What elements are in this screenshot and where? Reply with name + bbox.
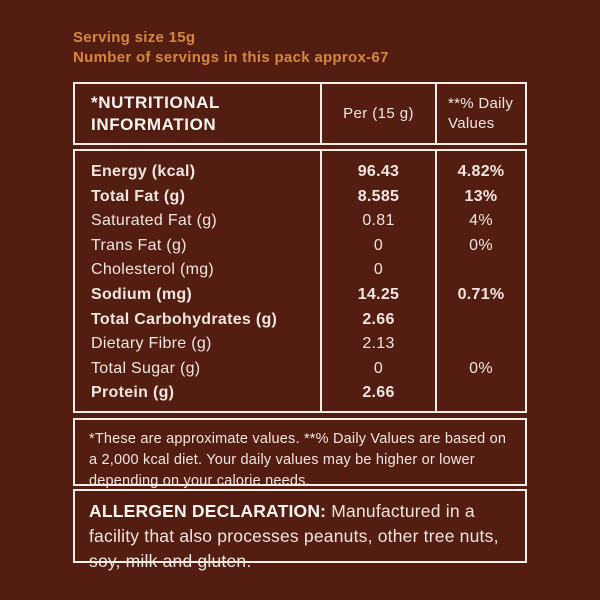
- column-header-daily-values: **% Daily Values: [435, 84, 525, 143]
- footnote-box: *These are approximate values. **% Daily…: [73, 418, 527, 489]
- nutrient-label: Energy (kcal): [91, 163, 196, 180]
- table-header-row: *NUTRITIONAL INFORMATION Per (15 g) **% …: [73, 82, 527, 145]
- nutrient-labels-column: Energy (kcal) Total Fat (g) Saturated Fa…: [75, 151, 320, 411]
- per-serving-value: 2.66: [362, 384, 395, 402]
- per-serving-value: 0.81: [362, 212, 395, 230]
- nutrient-label: Sodium (mg): [91, 285, 193, 303]
- nutrient-label: Cholesterol (mg): [91, 261, 215, 279]
- per-serving-value: 2.13: [362, 335, 395, 353]
- daily-value: 0.71%: [457, 285, 505, 303]
- allergen-title: ALLERGEN DECLARATION:: [89, 501, 327, 521]
- nutrient-label: Saturated Fat (g): [91, 212, 218, 230]
- serving-info: Serving size 15g Number of servings in t…: [73, 28, 389, 68]
- daily-value: [437, 332, 525, 357]
- per-serving-value: 0: [373, 359, 384, 377]
- servings-count-text: Number of servings in this pack approx-6…: [73, 49, 389, 66]
- daily-value: 13%: [464, 187, 498, 205]
- per-serving-value: 8.585: [357, 187, 400, 205]
- per-serving-value: 0: [373, 236, 384, 254]
- daily-value: 0%: [469, 359, 493, 377]
- footnote-text: *These are approximate values. **% Daily…: [89, 431, 507, 489]
- per-serving-value: 14.25: [357, 285, 400, 303]
- daily-value: 4%: [469, 212, 493, 230]
- allergen-text: Manufactured in a facility that also pro…: [89, 501, 499, 571]
- nutrient-label: Trans Fat (g): [91, 236, 187, 254]
- daily-value: 4.82%: [457, 163, 505, 180]
- nutrient-label: Total Carbohydrates (g): [91, 310, 278, 328]
- nutrient-label: Total Sugar (g): [91, 359, 201, 377]
- column-header-nutritional-information: *NUTRITIONAL INFORMATION: [91, 92, 220, 134]
- daily-value: 0%: [469, 236, 493, 254]
- per-serving-values-column: 96.43 8.585 0.81 0 0 14.25 2.66 2.13 0 2…: [320, 151, 435, 411]
- daily-value: [437, 381, 525, 406]
- allergen-declaration-box: ALLERGEN DECLARATION: Manufactured in a …: [73, 489, 527, 571]
- column-header-per-serving: Per (15 g): [320, 84, 435, 143]
- daily-value: [437, 258, 525, 283]
- daily-value: [437, 308, 525, 333]
- table-body: Energy (kcal) Total Fat (g) Saturated Fa…: [73, 149, 527, 413]
- per-serving-value: 0: [373, 261, 384, 279]
- nutrient-label: Total Fat (g): [91, 187, 186, 205]
- nutrient-label: Dietary Fibre (g): [91, 335, 212, 353]
- daily-values-column: 4.82% 13% 4% 0% 0.71% 0%: [435, 151, 525, 411]
- per-serving-value: 96.43: [357, 163, 400, 180]
- per-serving-value: 2.66: [362, 310, 395, 328]
- nutrient-label: Protein (g): [91, 384, 175, 402]
- serving-size-text: Serving size 15g: [73, 29, 196, 46]
